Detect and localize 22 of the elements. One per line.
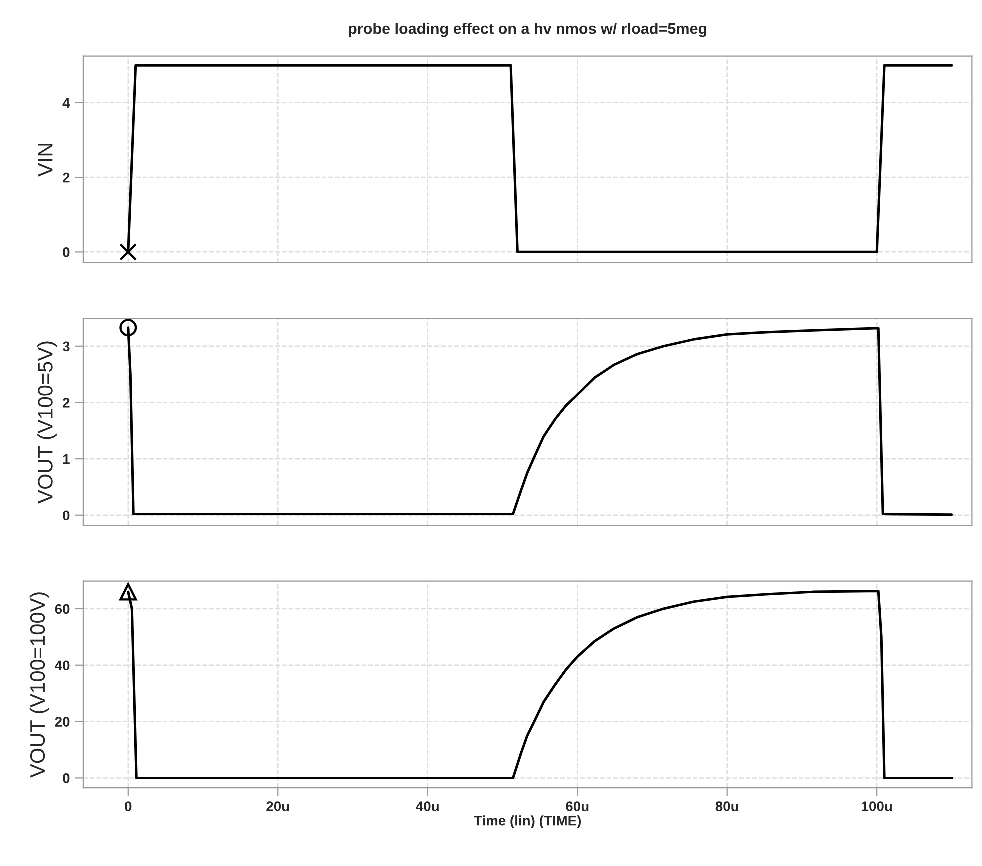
y-tick-label: 60 — [55, 604, 70, 614]
y-tick-label: 0 — [63, 248, 70, 258]
y-tick-label: 40 — [55, 660, 70, 671]
chart-title: probe loading effect on a hv nmos w/ rload=5meg — [349, 22, 707, 38]
y-axis-title: VOUT (V100=100V) — [30, 592, 50, 778]
y-tick-label: 2 — [63, 172, 70, 183]
y-tick-label: 3 — [62, 342, 70, 352]
y-tick-label: 2 — [63, 398, 70, 408]
x-tick-label: 60u — [566, 802, 589, 812]
x-tick-label: 40u — [416, 802, 439, 812]
x-tick-label: 100u — [862, 802, 892, 812]
x-tick-label: 80u — [716, 802, 738, 812]
y-axis-title: VIN — [38, 144, 53, 177]
x-tick-label: 0 — [125, 802, 132, 812]
y-tick-label: 4 — [62, 98, 70, 108]
y-tick-label: 0 — [63, 774, 70, 784]
y-tick-label: 20 — [55, 717, 70, 727]
y-axis-title: VOUT (V100=5V) — [38, 342, 57, 504]
x-tick-label: 20u — [266, 802, 290, 812]
y-tick-label: 0 — [63, 510, 70, 521]
x-axis-title: Time (lin) (TIME) — [474, 816, 582, 829]
y-tick-label: 1 — [63, 454, 70, 464]
